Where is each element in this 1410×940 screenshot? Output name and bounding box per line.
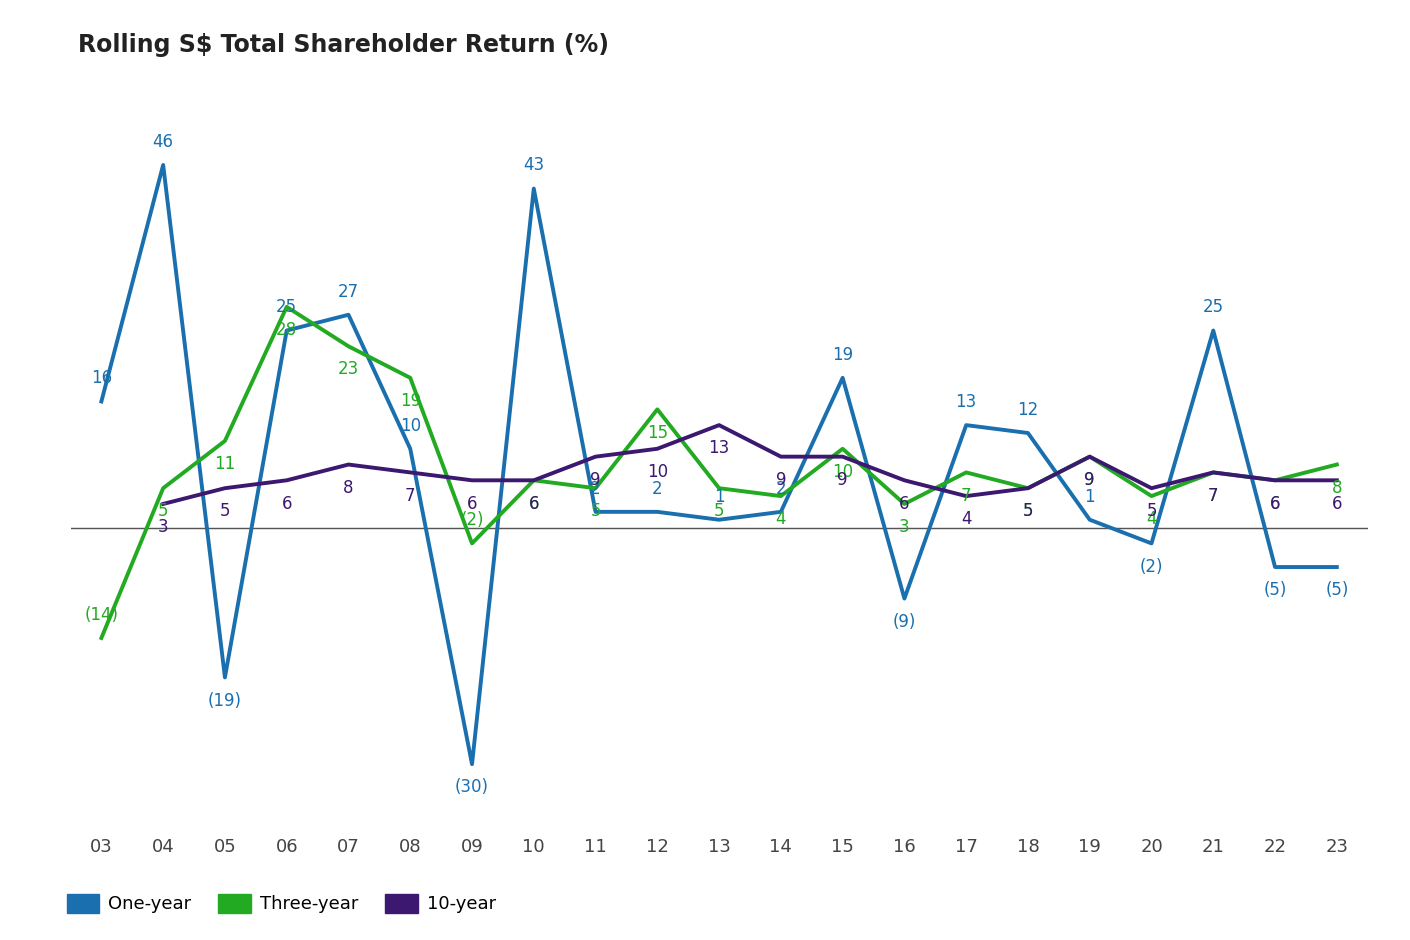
Text: 6: 6 [900,494,909,512]
Text: 19: 19 [399,392,420,410]
Text: 15: 15 [647,424,668,442]
Text: 23: 23 [338,360,360,379]
Text: 10: 10 [399,416,420,434]
Text: 1: 1 [713,488,725,506]
Text: 6: 6 [1331,494,1342,512]
Text: 6: 6 [1270,494,1280,512]
Text: 27: 27 [338,283,360,301]
Text: 5: 5 [591,502,601,521]
Text: 25: 25 [276,298,298,317]
Text: 11: 11 [214,455,235,473]
Text: 7: 7 [405,487,416,505]
Text: 8: 8 [1331,478,1342,496]
Text: 13: 13 [708,439,730,458]
Text: 6: 6 [467,494,477,512]
Text: 12: 12 [1018,400,1039,419]
Text: 3: 3 [900,518,909,536]
Text: (14): (14) [85,605,118,624]
Text: 2: 2 [776,479,787,497]
Text: 1: 1 [1084,488,1096,506]
Legend: One-year, Three-year, 10-year: One-year, Three-year, 10-year [66,894,496,914]
Text: 9: 9 [776,471,787,489]
Text: Rolling S$ Total Shareholder Return (%): Rolling S$ Total Shareholder Return (%) [78,33,609,57]
Text: 46: 46 [152,133,173,150]
Text: 16: 16 [90,369,111,387]
Text: 19: 19 [832,346,853,364]
Text: 6: 6 [529,494,539,512]
Text: 9: 9 [838,471,847,489]
Text: 6: 6 [282,494,292,512]
Text: 13: 13 [956,393,977,411]
Text: (5): (5) [1325,581,1348,599]
Text: 9: 9 [1084,471,1096,489]
Text: 6: 6 [529,494,539,512]
Text: (2): (2) [460,511,484,529]
Text: (30): (30) [455,778,489,796]
Text: 6: 6 [1270,494,1280,512]
Text: 9: 9 [591,471,601,489]
Text: (5): (5) [1263,581,1287,599]
Text: 7: 7 [1208,487,1218,505]
Text: 10: 10 [832,463,853,481]
Text: 5: 5 [158,502,168,521]
Text: 5: 5 [1146,502,1156,521]
Text: 2: 2 [591,479,601,497]
Text: 7: 7 [962,487,971,505]
Text: 5: 5 [220,502,230,521]
Text: 43: 43 [523,156,544,175]
Text: 9: 9 [1084,471,1096,489]
Text: 4: 4 [962,510,971,528]
Text: 8: 8 [343,478,354,496]
Text: 4: 4 [1146,510,1156,528]
Text: 7: 7 [1208,487,1218,505]
Text: 5: 5 [1022,502,1034,521]
Text: 25: 25 [1203,298,1224,317]
Text: 5: 5 [713,502,725,521]
Text: 3: 3 [158,518,168,536]
Text: (19): (19) [207,692,243,710]
Text: (9): (9) [893,613,916,631]
Text: 2: 2 [651,479,663,497]
Text: 10: 10 [647,463,668,481]
Text: (2): (2) [1139,557,1163,575]
Text: 5: 5 [1022,502,1034,521]
Text: 28: 28 [276,321,298,339]
Text: 4: 4 [776,510,787,528]
